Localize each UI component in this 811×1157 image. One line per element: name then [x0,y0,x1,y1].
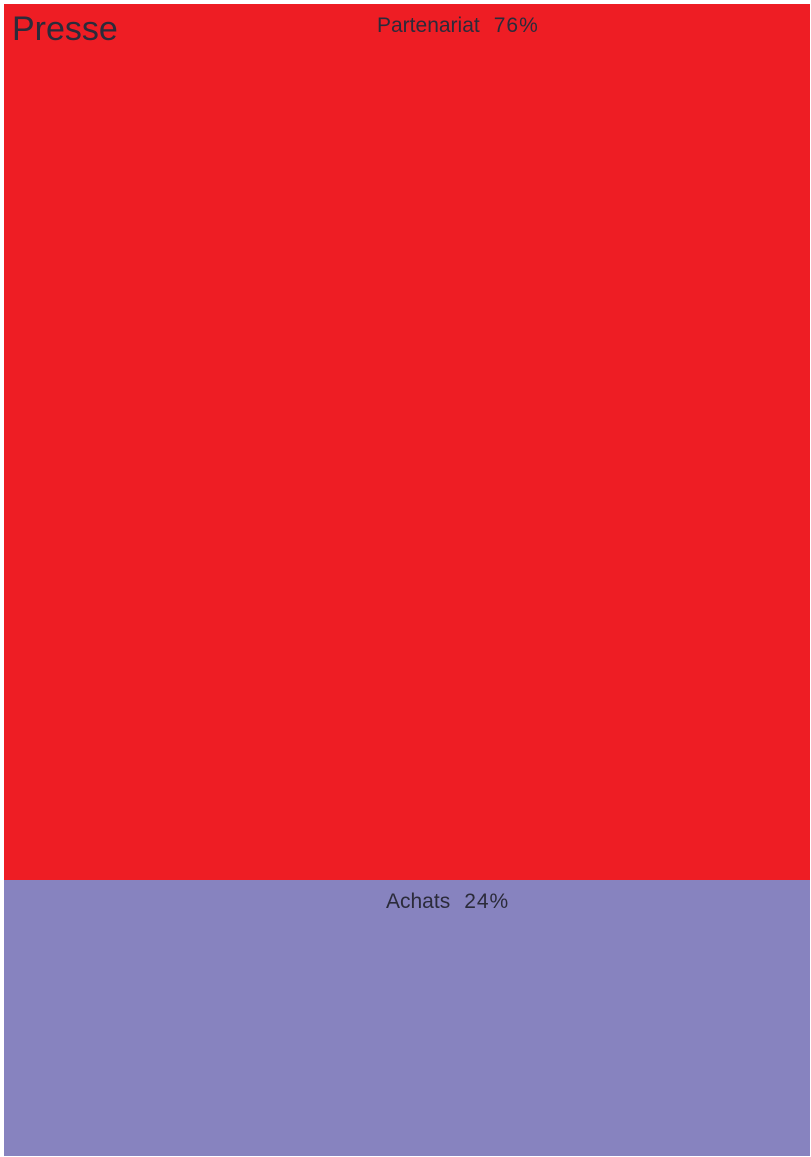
segment-label: Partenariat 76% [377,14,539,38]
chart-title: Presse [12,10,118,48]
segment-achats: Achats 24% [4,880,810,1156]
segment-label: Achats 24% [386,890,509,914]
category-label: Achats [386,890,451,913]
value-label: 76% [493,14,539,37]
value-label: 24% [464,890,510,913]
category-label: Partenariat [377,14,480,37]
segment-partenariat: Partenariat 76% [4,4,810,880]
stacked-share-chart: Partenariat 76% Achats 24% Presse [4,4,810,1156]
